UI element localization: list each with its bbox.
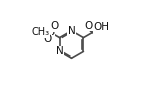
Text: N: N [68,26,75,36]
Text: CH₃: CH₃ [31,28,49,37]
Text: S: S [47,28,54,37]
Text: OH: OH [93,22,109,32]
Text: O: O [43,34,51,44]
Text: O: O [50,21,58,31]
Text: N: N [56,46,63,56]
Text: O: O [84,21,92,31]
